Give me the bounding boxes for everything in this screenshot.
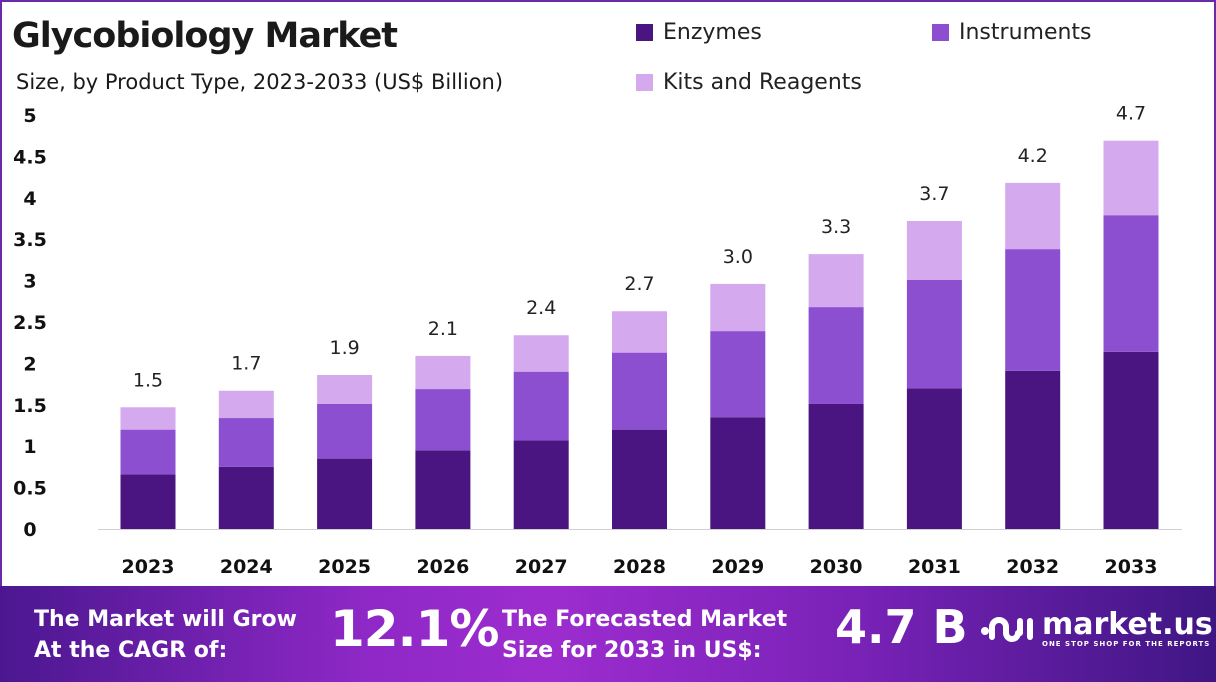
bar-segment-kits-and-reagents xyxy=(317,374,373,404)
total-label: 1.5 xyxy=(133,369,163,391)
legend-label: Kits and Reagents xyxy=(663,70,862,95)
logo-icon xyxy=(981,617,1033,642)
bar-segment-enzymes xyxy=(317,458,373,529)
bar-segment-instruments xyxy=(120,429,176,475)
chart-subtitle: Size, by Product Type, 2023-2033 (US$ Bi… xyxy=(16,70,504,94)
legend-swatch xyxy=(932,24,949,41)
y-tick-label: 2.5 xyxy=(13,312,47,334)
x-tick-label: 2024 xyxy=(220,556,273,578)
bar-segment-enzymes xyxy=(513,440,569,529)
legend-enzymes: Enzymes xyxy=(636,20,762,45)
bar-segment-instruments xyxy=(218,418,274,467)
bar-segment-enzymes xyxy=(710,417,766,529)
total-label: 2.1 xyxy=(428,318,458,340)
x-tick-label: 2029 xyxy=(711,556,764,578)
bar-segment-instruments xyxy=(1005,249,1061,371)
x-tick-label: 2033 xyxy=(1105,556,1158,578)
bar-segment-instruments xyxy=(710,331,766,418)
x-tick-label: 2026 xyxy=(416,556,469,578)
bar-segment-instruments xyxy=(1103,215,1159,352)
total-label: 3.3 xyxy=(821,216,851,238)
market-us-logo: market.us ONE STOP SHOP FOR THE REPORTS xyxy=(980,610,1213,648)
bar-segment-enzymes xyxy=(1103,351,1159,529)
y-tick-label: 2 xyxy=(23,353,36,375)
y-tick-label: 4.5 xyxy=(13,146,47,168)
bar-segment-enzymes xyxy=(906,388,962,529)
bar-segment-enzymes xyxy=(415,450,471,529)
y-tick-label: 1.5 xyxy=(13,395,47,417)
bar-segment-kits-and-reagents xyxy=(1005,182,1061,250)
legend-swatch xyxy=(636,24,653,41)
bar-segment-kits-and-reagents xyxy=(906,220,962,280)
bar-segment-enzymes xyxy=(218,466,274,529)
total-label: 4.7 xyxy=(1116,103,1146,125)
x-tick-label: 2028 xyxy=(613,556,666,578)
bar-segment-kits-and-reagents xyxy=(120,407,176,430)
x-tick-label: 2023 xyxy=(122,556,175,578)
bar-segment-kits-and-reagents xyxy=(612,311,667,353)
bar-segment-kits-and-reagents xyxy=(218,390,274,419)
bar-segment-kits-and-reagents xyxy=(710,283,766,332)
y-tick-label: 1 xyxy=(23,436,36,458)
y-tick-label: 3.5 xyxy=(13,229,47,251)
cagr-label: The Market will Grow At the CAGR of: xyxy=(34,607,297,663)
cagr-value: 12.1% xyxy=(330,600,499,658)
x-tick-label: 2032 xyxy=(1006,556,1059,578)
x-tick-label: 2030 xyxy=(810,556,863,578)
x-tick-label: 2027 xyxy=(515,556,568,578)
bar-segment-kits-and-reagents xyxy=(808,254,864,308)
bar-segment-enzymes xyxy=(808,403,864,529)
bar-segment-kits-and-reagents xyxy=(1103,140,1159,216)
y-tick-label: 5 xyxy=(23,105,36,127)
y-tick-label: 0.5 xyxy=(13,478,47,500)
forecast-value: 4.7 B xyxy=(835,600,968,654)
legend-kits: Kits and Reagents xyxy=(636,70,862,95)
bar-segment-instruments xyxy=(808,307,864,404)
bar-chart: 0 0.5 1 1.5 2 2.5 3 3.5 4 4.5 5 1.5 2023 1.7 2024 1.9 20… xyxy=(13,103,1182,578)
bar-segment-enzymes xyxy=(1005,370,1061,529)
x-tick-label: 2025 xyxy=(318,556,371,578)
legend-label: Enzymes xyxy=(663,20,762,45)
total-label: 4.2 xyxy=(1018,145,1048,167)
bar-segment-instruments xyxy=(612,352,667,430)
bar-segment-instruments xyxy=(415,389,471,451)
forecast-label: The Forecasted Market Size for 2033 in US… xyxy=(502,607,788,663)
legend-label: Instruments xyxy=(959,20,1092,45)
total-label: 3.0 xyxy=(723,246,753,268)
legend-swatch xyxy=(636,74,653,91)
total-label: 1.7 xyxy=(231,353,261,375)
y-tick-label: 4 xyxy=(23,188,36,210)
footer-banner: The Market will Grow At the CAGR of: 12.1… xyxy=(0,586,1216,682)
bar-segment-kits-and-reagents xyxy=(513,335,569,372)
total-label: 2.4 xyxy=(526,297,556,319)
bar-segment-kits-and-reagents xyxy=(415,355,471,390)
chart-title: Glycobiology Market xyxy=(12,16,398,56)
bar-segment-instruments xyxy=(317,403,373,459)
total-label: 1.9 xyxy=(329,337,359,359)
bar-segment-enzymes xyxy=(612,429,667,529)
y-tick-label: 0 xyxy=(23,519,36,541)
bar-segment-instruments xyxy=(513,371,569,441)
total-label: 3.7 xyxy=(919,183,949,205)
y-tick-label: 3 xyxy=(23,271,36,293)
total-label: 2.7 xyxy=(624,273,654,295)
x-tick-label: 2031 xyxy=(908,556,961,578)
bar-segment-instruments xyxy=(906,279,962,389)
bar-segment-enzymes xyxy=(120,474,176,529)
legend-instruments: Instruments xyxy=(932,20,1092,45)
